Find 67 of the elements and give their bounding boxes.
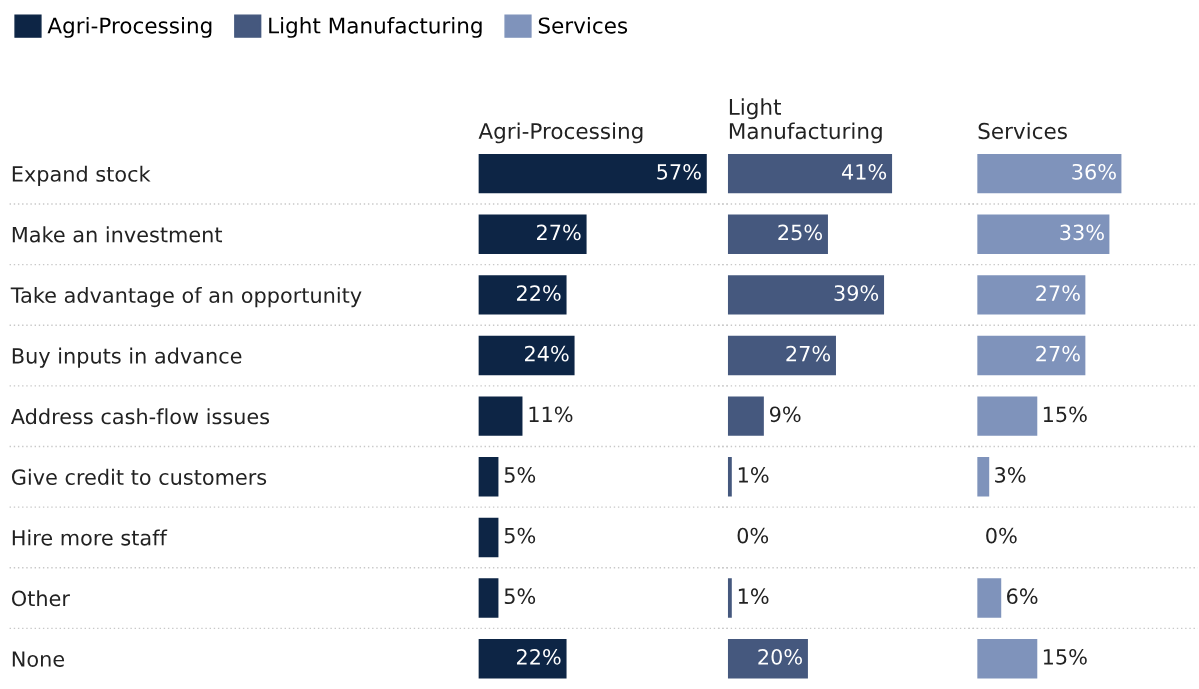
y-tick-label: Expand stock (12, 165, 151, 186)
chart-title: Light Manufacturing (729, 98, 882, 144)
y-tick-label: Hire more staff (12, 529, 168, 546)
data-label: 0% (986, 527, 1017, 544)
bar (478, 517, 499, 558)
data-label: 27% (1036, 285, 1080, 301)
bar (727, 275, 885, 315)
legend-label: Services (538, 17, 628, 34)
bar (727, 335, 836, 376)
bar (727, 578, 732, 618)
data-label: 22% (516, 285, 561, 301)
data-label: 24% (524, 345, 569, 362)
bar (727, 153, 893, 194)
data-label: 27% (1036, 345, 1080, 362)
y-tick-label: Other (11, 590, 70, 607)
data-label: 36% (1072, 163, 1116, 180)
bar (727, 457, 732, 497)
bar (478, 275, 567, 315)
bar (977, 153, 1122, 194)
data-label: 9% (769, 406, 801, 423)
data-label: 0% (737, 527, 769, 544)
data-label: 5% (504, 527, 536, 544)
bar (478, 153, 707, 194)
bar (977, 214, 1110, 254)
bar (977, 396, 1038, 436)
data-label: 3% (995, 467, 1026, 483)
y-tick-label: Take advantage of an opportunity (10, 286, 362, 308)
bar (727, 396, 764, 436)
bar (478, 335, 575, 376)
data-label: 15% (1043, 648, 1087, 665)
bar (727, 638, 808, 679)
data-label: 1% (738, 588, 769, 605)
y-tick-label: None (12, 651, 65, 667)
data-label: 1% (738, 467, 769, 483)
data-label: 6% (1007, 588, 1038, 605)
data-label: 11% (529, 406, 573, 423)
data-label: 15% (1043, 406, 1087, 423)
legend-label: Agri-Processing (47, 17, 212, 38)
bar (727, 214, 828, 254)
bar (977, 457, 990, 497)
bar (977, 335, 1086, 376)
bar (977, 275, 1086, 315)
chart-title: Services (978, 122, 1067, 140)
legend-label: Light Manufacturing (269, 17, 482, 38)
y-tick-label: Make an investment (12, 226, 223, 243)
data-label: 27% (537, 224, 581, 241)
y-tick-label: Buy inputs in advance (12, 347, 242, 368)
bar (478, 214, 587, 254)
bar (478, 396, 523, 436)
data-label: 5% (504, 467, 536, 483)
data-label: 27% (786, 345, 831, 362)
bar (478, 638, 567, 679)
y-tick-label: Give credit to customers (11, 468, 267, 485)
data-label: 33% (1060, 224, 1104, 241)
data-label: 39% (834, 285, 879, 301)
bar (478, 578, 499, 618)
data-label: 5% (504, 588, 536, 605)
bar (977, 578, 1002, 618)
y-tick-label: Address cash-flow issues (10, 408, 270, 425)
bar (478, 457, 499, 497)
bar (977, 638, 1038, 679)
data-label: 20% (758, 648, 802, 665)
data-label: 41% (841, 163, 887, 180)
data-label: 57% (657, 163, 701, 180)
chart-title: Agri-Processing (478, 122, 643, 144)
data-label: 25% (778, 224, 823, 241)
data-label: 22% (516, 648, 561, 665)
